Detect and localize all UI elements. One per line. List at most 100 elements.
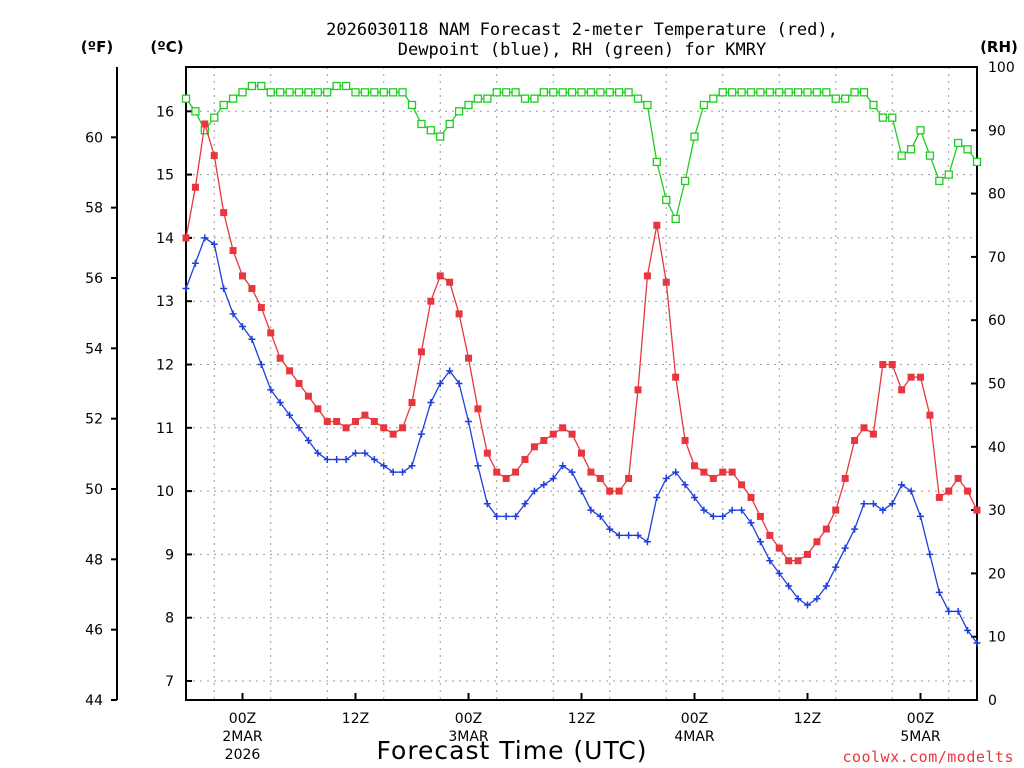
f-tick-label-1: 46 (85, 623, 103, 639)
temperature-point-52 (672, 373, 680, 381)
temperature-point-15 (323, 417, 331, 425)
temperature-point-8 (257, 304, 265, 312)
rh-point-36 (520, 94, 530, 103)
dewpoint-point-37 (530, 487, 538, 495)
f-tick-label-0: 44 (85, 693, 103, 709)
rh-tick-label-8: 80 (988, 187, 1006, 203)
rh-unit-label: (RH) (980, 38, 1018, 56)
dewpoint-point-79 (926, 550, 934, 558)
rh-ticks: 0 10 20 30 40 50 60 70 80 90 100 (971, 60, 1015, 709)
dewpoint-point-75 (888, 500, 896, 508)
rh-point-49 (643, 100, 652, 110)
temperature-point-9 (267, 329, 275, 337)
rh-point-70 (841, 94, 850, 103)
temperature-point-49 (643, 272, 651, 280)
temperature-point-57 (719, 468, 727, 476)
x-tick-label-6: 00Z (907, 711, 934, 727)
temperature-point-77 (907, 373, 915, 381)
temperature-point-10 (276, 354, 284, 362)
temperature-point-4 (220, 209, 228, 217)
dewpoint-point-8 (257, 361, 265, 369)
temperature-point-23 (399, 424, 407, 432)
dewpoint-point-21 (380, 462, 388, 470)
dewpoint-point-7 (248, 335, 256, 343)
dewpoint-point-22 (389, 468, 397, 476)
dewpoint-point-44 (596, 512, 604, 520)
temperature-point-27 (436, 272, 444, 280)
rh-point-66 (803, 88, 812, 97)
x-tick-label-5: 12Z (794, 711, 821, 727)
chart-title-line-1: 2026030118 NAM Forecast 2-meter Temperat… (326, 20, 838, 40)
rh-point-67 (812, 88, 822, 97)
temperature-point-73 (869, 430, 877, 438)
temperature-point-50 (653, 221, 661, 229)
rh-point-59 (737, 88, 746, 97)
c-tick-label-1: 8 (165, 611, 174, 627)
temperature-point-3 (210, 152, 218, 160)
temperature-point-60 (747, 493, 755, 501)
rh-point-12 (294, 88, 304, 97)
temperature-point-59 (738, 481, 746, 489)
f-tick-label-7: 58 (85, 201, 103, 217)
c-tick-label-4: 11 (156, 421, 174, 437)
dewpoint-point-58 (728, 506, 736, 514)
dewpoint-point-17 (342, 455, 350, 463)
rh-point-42 (577, 88, 586, 97)
temperature-point-69 (832, 506, 840, 514)
dewpoint-point-45 (606, 525, 614, 533)
rh-point-45 (605, 88, 614, 97)
dewpoint-point-19 (361, 449, 369, 457)
temperature-point-71 (851, 436, 859, 444)
celsius-unit-label: (ºC) (150, 38, 183, 56)
temperature-point-24 (408, 398, 416, 406)
temperature-point-41 (568, 430, 576, 438)
temperature-point-43 (587, 468, 595, 476)
temperature-point-39 (549, 430, 557, 438)
dewpoint-point-78 (917, 512, 924, 520)
rh-point-52 (671, 214, 680, 224)
rh-point-38 (539, 88, 548, 97)
rh-point-80 (935, 176, 944, 186)
temperature-point-76 (898, 386, 906, 394)
temperature-point-29 (455, 310, 463, 318)
dewpoint-point-23 (399, 468, 407, 476)
dewpoint-point-71 (851, 525, 859, 533)
dewpoint-point-14 (314, 449, 322, 457)
dewpoint-point-80 (935, 588, 943, 596)
dewpoint-point-74 (879, 506, 887, 514)
temperature-point-37 (530, 443, 538, 451)
dewpoint-point-55 (700, 506, 708, 514)
rh-point-13 (304, 88, 313, 97)
dewpoint-point-65 (794, 595, 802, 603)
rh-point-62 (765, 88, 774, 97)
dewpoint-point-60 (747, 519, 755, 527)
dewpoint-point-52 (672, 468, 680, 476)
dewpoint-point-68 (822, 582, 830, 590)
rh-point-69 (831, 94, 840, 103)
rh-point-77 (906, 145, 916, 154)
plot-frame (185, 66, 978, 701)
temperature-point-58 (728, 468, 736, 476)
dewpoint-point-70 (841, 544, 849, 552)
rh-point-18 (351, 88, 360, 97)
dewpoint-point-27 (436, 380, 444, 387)
rh-point-14 (313, 88, 322, 97)
rh-point-25 (417, 119, 426, 129)
rh-tick-label-4: 40 (988, 440, 1006, 456)
rh-point-55 (699, 100, 709, 110)
temperature-point-45 (606, 487, 614, 495)
rh-point-28 (445, 119, 454, 129)
dewpoint-line (185, 236, 978, 644)
rh-point-64 (784, 88, 793, 97)
temperature-point-26 (427, 297, 435, 305)
rh-point-11 (285, 88, 294, 97)
f-tick-label-5: 54 (85, 341, 103, 357)
rh-point-9 (266, 88, 275, 97)
rh-point-8 (257, 81, 266, 91)
rh-point-7 (247, 81, 257, 91)
dewpoint-point-24 (408, 462, 416, 470)
dewpoint-point-46 (615, 531, 623, 539)
temperature-point-6 (239, 272, 246, 280)
temperature-point-74 (879, 361, 887, 369)
temperature-point-75 (888, 361, 896, 369)
